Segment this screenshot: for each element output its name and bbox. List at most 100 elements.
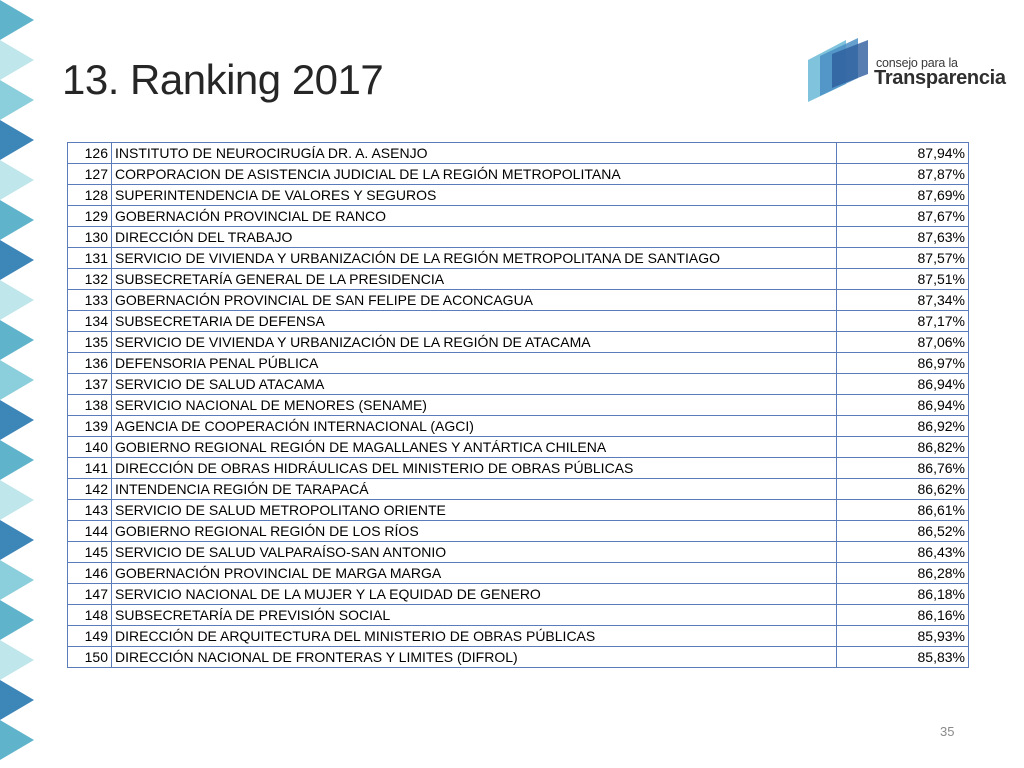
table-row: 143 SERVICIO DE SALUD METROPOLITANO ORIEN… [67, 499, 969, 521]
rank-cell: 127 [67, 163, 112, 185]
institution-cell: SERVICIO DE SALUD ATACAMA [111, 373, 837, 395]
score-cell: 86,61% [836, 499, 969, 521]
table-row: 141 DIRECCIÓN DE OBRAS HIDRÁULICAS DEL MI… [67, 457, 969, 479]
table-row: 147 SERVICIO NACIONAL DE LA MUJER Y LA EQ… [67, 583, 969, 605]
institution-cell: SUBSECRETARÍA DE PREVISIÓN SOCIAL [111, 604, 837, 626]
rank-cell: 130 [67, 226, 112, 248]
rank-cell: 144 [67, 520, 112, 542]
table-row: 131 SERVICIO DE VIVIENDA Y URBANIZACIÓN D… [67, 247, 969, 269]
table-row: 145 SERVICIO DE SALUD VALPARAÍSO-SAN ANTO… [67, 541, 969, 563]
table-row: 126 INSTITUTO DE NEUROCIRUGÍA DR. A. ASEN… [67, 142, 969, 164]
institution-cell: SERVICIO DE SALUD METROPOLITANO ORIENTE [111, 499, 837, 521]
score-cell: 87,17% [836, 310, 969, 332]
score-cell: 86,94% [836, 394, 969, 416]
score-cell: 86,18% [836, 583, 969, 605]
institution-cell: SERVICIO DE VIVIENDA Y URBANIZACIÓN DE L… [111, 247, 837, 269]
institution-cell: GOBIERNO REGIONAL REGIÓN DE LOS RÍOS [111, 520, 837, 542]
institution-cell: AGENCIA DE COOPERACIÓN INTERNACIONAL (AG… [111, 415, 837, 437]
score-cell: 87,63% [836, 226, 969, 248]
score-cell: 86,52% [836, 520, 969, 542]
score-cell: 87,51% [836, 268, 969, 290]
score-cell: 86,92% [836, 415, 969, 437]
score-cell: 86,16% [836, 604, 969, 626]
table-row: 135 SERVICIO DE VIVIENDA Y URBANIZACIÓN D… [67, 331, 969, 353]
table-row: 140 GOBIERNO REGIONAL REGIÓN DE MAGALLANE… [67, 436, 969, 458]
score-cell: 86,94% [836, 373, 969, 395]
institution-cell: INTENDENCIA REGIÓN DE TARAPACÁ [111, 478, 837, 500]
rank-cell: 142 [67, 478, 112, 500]
institution-cell: SUBSECRETARIA DE DEFENSA [111, 310, 837, 332]
rank-cell: 141 [67, 457, 112, 479]
table-row: 139 AGENCIA DE COOPERACIÓN INTERNACIONAL … [67, 415, 969, 437]
slide-title: 13. Ranking 2017 [62, 56, 384, 103]
score-cell: 86,28% [836, 562, 969, 584]
rank-cell: 138 [67, 394, 112, 416]
decorative-triangle-strip [0, 0, 34, 760]
institution-cell: GOBIERNO REGIONAL REGIÓN DE MAGALLANES Y… [111, 436, 837, 458]
rank-cell: 150 [67, 646, 112, 668]
table-row: 136 DEFENSORIA PENAL PÚBLICA 86,97% [67, 352, 969, 374]
rank-cell: 129 [67, 205, 112, 227]
table-row: 149 DIRECCIÓN DE ARQUITECTURA DEL MINISTE… [67, 625, 969, 647]
rank-cell: 137 [67, 373, 112, 395]
table-row: 133 GOBERNACIÓN PROVINCIAL DE SAN FELIPE … [67, 289, 969, 311]
institution-cell: SERVICIO DE SALUD VALPARAÍSO-SAN ANTONIO [111, 541, 837, 563]
score-cell: 85,83% [836, 646, 969, 668]
rank-cell: 139 [67, 415, 112, 437]
rank-cell: 134 [67, 310, 112, 332]
table-row: 142 INTENDENCIA REGIÓN DE TARAPACÁ 86,62% [67, 478, 969, 500]
score-cell: 87,57% [836, 247, 969, 269]
rank-cell: 140 [67, 436, 112, 458]
score-cell: 87,34% [836, 289, 969, 311]
rank-cell: 126 [67, 142, 112, 164]
score-cell: 87,06% [836, 331, 969, 353]
institution-cell: SUBSECRETARÍA GENERAL DE LA PRESIDENCIA [111, 268, 837, 290]
institution-cell: SERVICIO NACIONAL DE MENORES (SENAME) [111, 394, 837, 416]
page-number: 35 [940, 724, 955, 739]
institution-cell: INSTITUTO DE NEUROCIRUGÍA DR. A. ASENJO [111, 142, 837, 164]
table-row: 130 DIRECCIÓN DEL TRABAJO 87,63% [67, 226, 969, 248]
score-cell: 87,67% [836, 205, 969, 227]
rank-cell: 146 [67, 562, 112, 584]
table-row: 128 SUPERINTENDENCIA DE VALORES Y SEGUROS… [67, 184, 969, 206]
score-cell: 86,62% [836, 478, 969, 500]
institution-cell: CORPORACION DE ASISTENCIA JUDICIAL DE LA… [111, 163, 837, 185]
institution-cell: GOBERNACIÓN PROVINCIAL DE MARGA MARGA [111, 562, 837, 584]
rank-cell: 147 [67, 583, 112, 605]
institution-cell: SUPERINTENDENCIA DE VALORES Y SEGUROS [111, 184, 837, 206]
score-cell: 86,43% [836, 541, 969, 563]
rank-cell: 128 [67, 184, 112, 206]
table-row: 132 SUBSECRETARÍA GENERAL DE LA PRESIDENC… [67, 268, 969, 290]
score-cell: 86,97% [836, 352, 969, 374]
rank-cell: 132 [67, 268, 112, 290]
ranking-table: 126 INSTITUTO DE NEUROCIRUGÍA DR. A. ASEN… [67, 142, 969, 668]
institution-cell: DIRECCIÓN DE ARQUITECTURA DEL MINISTERIO… [111, 625, 837, 647]
logo-mark-icon [808, 38, 868, 102]
table-row: 129 GOBERNACIÓN PROVINCIAL DE RANCO 87,67% [67, 205, 969, 227]
institution-cell: GOBERNACIÓN PROVINCIAL DE SAN FELIPE DE … [111, 289, 837, 311]
table-row: 146 GOBERNACIÓN PROVINCIAL DE MARGA MARGA… [67, 562, 969, 584]
institution-cell: SERVICIO DE VIVIENDA Y URBANIZACIÓN DE L… [111, 331, 837, 353]
score-cell: 86,76% [836, 457, 969, 479]
rank-cell: 149 [67, 625, 112, 647]
consejo-transparencia-logo: consejo para la Transparencia [806, 38, 1006, 106]
score-cell: 87,87% [836, 163, 969, 185]
institution-cell: SERVICIO NACIONAL DE LA MUJER Y LA EQUID… [111, 583, 837, 605]
institution-cell: DIRECCIÓN DE OBRAS HIDRÁULICAS DEL MINIS… [111, 457, 837, 479]
ranking-table-body: 126 INSTITUTO DE NEUROCIRUGÍA DR. A. ASEN… [67, 142, 969, 668]
table-row: 148 SUBSECRETARÍA DE PREVISIÓN SOCIAL 86,1… [67, 604, 969, 626]
rank-cell: 133 [67, 289, 112, 311]
score-cell: 87,94% [836, 142, 969, 164]
table-row: 138 SERVICIO NACIONAL DE MENORES (SENAME)… [67, 394, 969, 416]
score-cell: 87,69% [836, 184, 969, 206]
logo-line2: Transparencia [874, 67, 1006, 89]
table-row: 150 DIRECCIÓN NACIONAL DE FRONTERAS Y LIM… [67, 646, 969, 668]
rank-cell: 135 [67, 331, 112, 353]
institution-cell: DEFENSORIA PENAL PÚBLICA [111, 352, 837, 374]
institution-cell: DIRECCIÓN DEL TRABAJO [111, 226, 837, 248]
rank-cell: 136 [67, 352, 112, 374]
logo-line1: consejo para la [876, 56, 958, 70]
table-row: 134 SUBSECRETARIA DE DEFENSA 87,17% [67, 310, 969, 332]
table-row: 144 GOBIERNO REGIONAL REGIÓN DE LOS RÍOS 8… [67, 520, 969, 542]
score-cell: 86,82% [836, 436, 969, 458]
